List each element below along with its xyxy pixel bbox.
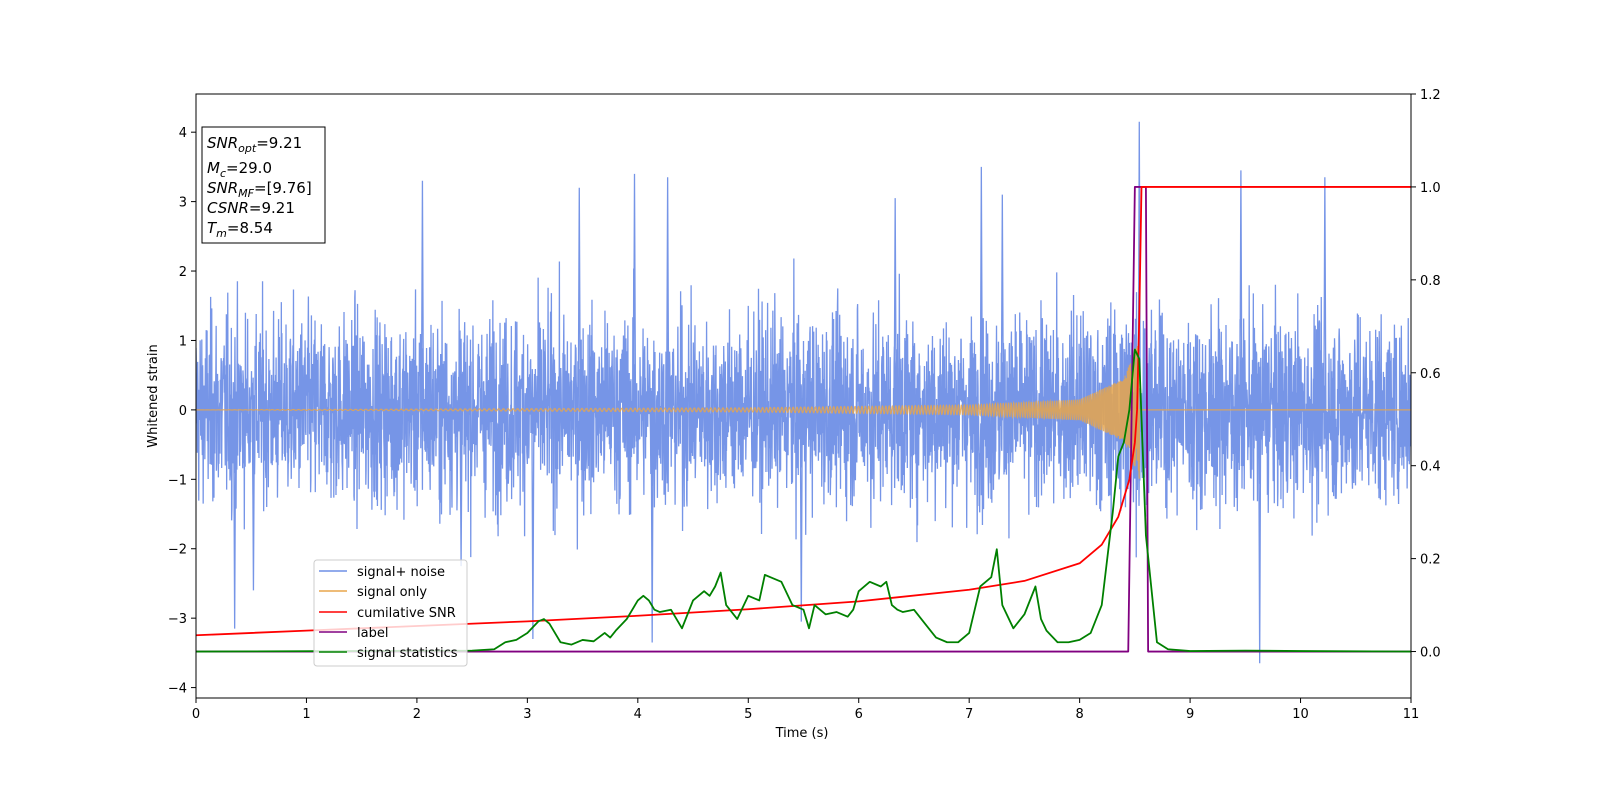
y-left-tick-label: 4 [179, 126, 187, 141]
x-tick-label: 0 [192, 707, 200, 722]
x-axis-label: Time (s) [775, 726, 829, 741]
legend-frame [313, 559, 468, 667]
y-left-tick-label: −1 [168, 473, 187, 488]
x-tick-label: 1 [302, 707, 310, 722]
info-box: SNRopt=9.21 Mc=29.0 SNRMF=[9.76] CSNR=9.… [201, 126, 326, 244]
legend-label-cumulative-snr: cumilative SNR [357, 606, 456, 621]
x-tick-label: 6 [855, 707, 863, 722]
y-left-tick-label: 2 [179, 265, 187, 280]
info-box-frame [201, 126, 326, 244]
y-left-tick-label: 0 [179, 404, 187, 419]
info-tm: Tm=8.54 [207, 219, 273, 240]
y-left-tick-label: −3 [168, 612, 187, 627]
info-snr-opt: SNRopt=9.21 [207, 134, 302, 155]
plot-area-frame [195, 93, 1412, 699]
x-tick-label: 5 [744, 707, 752, 722]
y-right-tick-label: 1.2 [1420, 88, 1441, 103]
info-csnr: CSNR=9.21 [207, 199, 295, 217]
legend: signal+ noise signal only cumilative SNR… [313, 559, 468, 667]
legend-label-label: label [357, 626, 388, 641]
x-tick-label: 8 [1075, 707, 1083, 722]
x-tick-label: 2 [413, 707, 421, 722]
x-tick-label: 7 [965, 707, 973, 722]
series-signal-only [196, 346, 1411, 479]
y-left-tick-label: 3 [179, 196, 187, 211]
legend-label-signal-statistics: signal statistics [357, 646, 458, 661]
y-left-tick-label: 1 [179, 334, 187, 349]
y-right-tick-label: 0.2 [1420, 553, 1441, 568]
legend-label-signal-noise: signal+ noise [357, 565, 445, 580]
y-right-tick-label: 0.8 [1420, 274, 1441, 289]
info-snr-mf: SNRMF=[9.76] [207, 179, 312, 200]
ticks-layer: 0 1 2 3 4 5 6 7 8 9 10 11 −4 −3 −2 −1 0 1 2 3 4 0.0 0.2 0.4 0.6 0… [168, 88, 1441, 722]
y-right-tick-label: 1.0 [1420, 181, 1441, 196]
x-tick-label: 9 [1186, 707, 1194, 722]
series-layer [196, 121, 1411, 664]
y-right-tick-label: 0.0 [1420, 646, 1441, 661]
series-cumulative-snr [196, 186, 1411, 637]
x-tick-label: 10 [1292, 707, 1309, 722]
y-right-tick-label: 0.6 [1420, 367, 1441, 382]
y-left-tick-label: −2 [168, 543, 187, 558]
y-axis-label: Whitened strain [146, 344, 161, 447]
y-left-tick-label: −4 [168, 682, 187, 697]
x-tick-label: 4 [634, 707, 642, 722]
legend-label-signal-only: signal only [357, 585, 427, 600]
info-mc: Mc=29.0 [207, 159, 272, 180]
x-tick-label: 11 [1403, 707, 1420, 722]
series-signal-statistics [196, 348, 1411, 653]
x-tick-label: 3 [523, 707, 531, 722]
y-right-tick-label: 0.4 [1420, 460, 1441, 475]
